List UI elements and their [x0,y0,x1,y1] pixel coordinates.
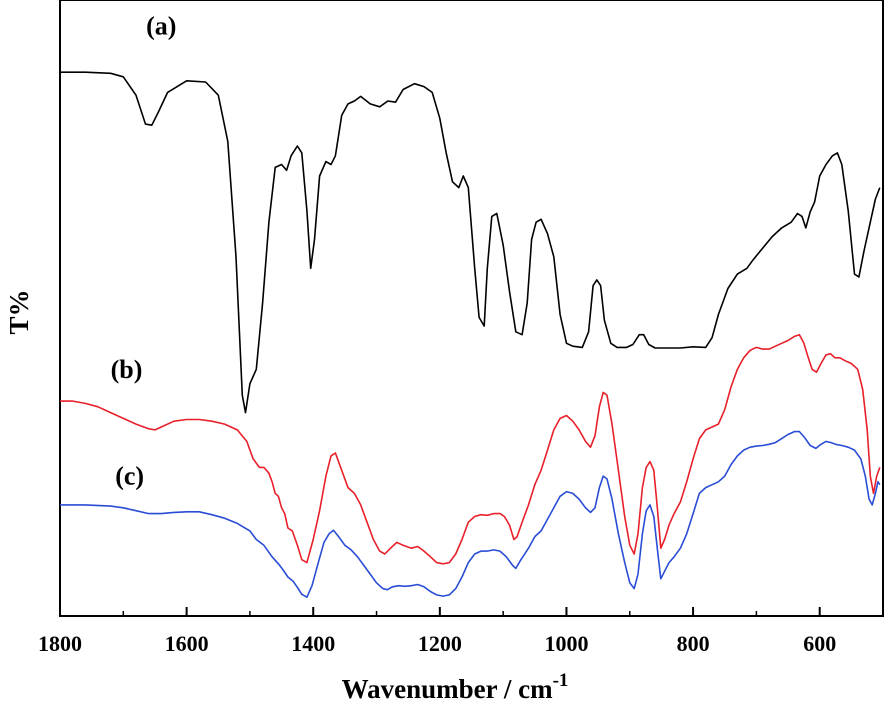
x-tick-label: 1800 [38,631,82,656]
y-axis-title: T% [4,289,34,334]
series-label-b: (b) [111,355,143,384]
x-tick-label: 1200 [418,631,462,656]
x-tick-label: 1400 [291,631,335,656]
x-tick-label: 1000 [544,631,588,656]
x-axis-title-superscript: -1 [553,670,569,691]
x-axis-title-main: Wavenumber / cm [342,674,553,704]
series-label-a: (a) [146,12,176,41]
x-axis-ticks: 1800 1600 1400 1200 1000 800 600 [38,607,836,656]
x-tick-label: 800 [677,631,710,656]
series-line-a [60,71,881,414]
series-line-c [60,430,881,598]
plot-area-frame [59,0,884,617]
x-axis-title: Wavenumber / cm-1 [342,670,569,704]
x-tick-label: 1600 [165,631,209,656]
series-label-c: (c) [115,462,144,491]
series-line-b [60,333,881,565]
series-annotations: (a) (b) (c) [111,12,177,491]
x-tick-label: 600 [803,631,836,656]
series-layer [60,71,881,598]
